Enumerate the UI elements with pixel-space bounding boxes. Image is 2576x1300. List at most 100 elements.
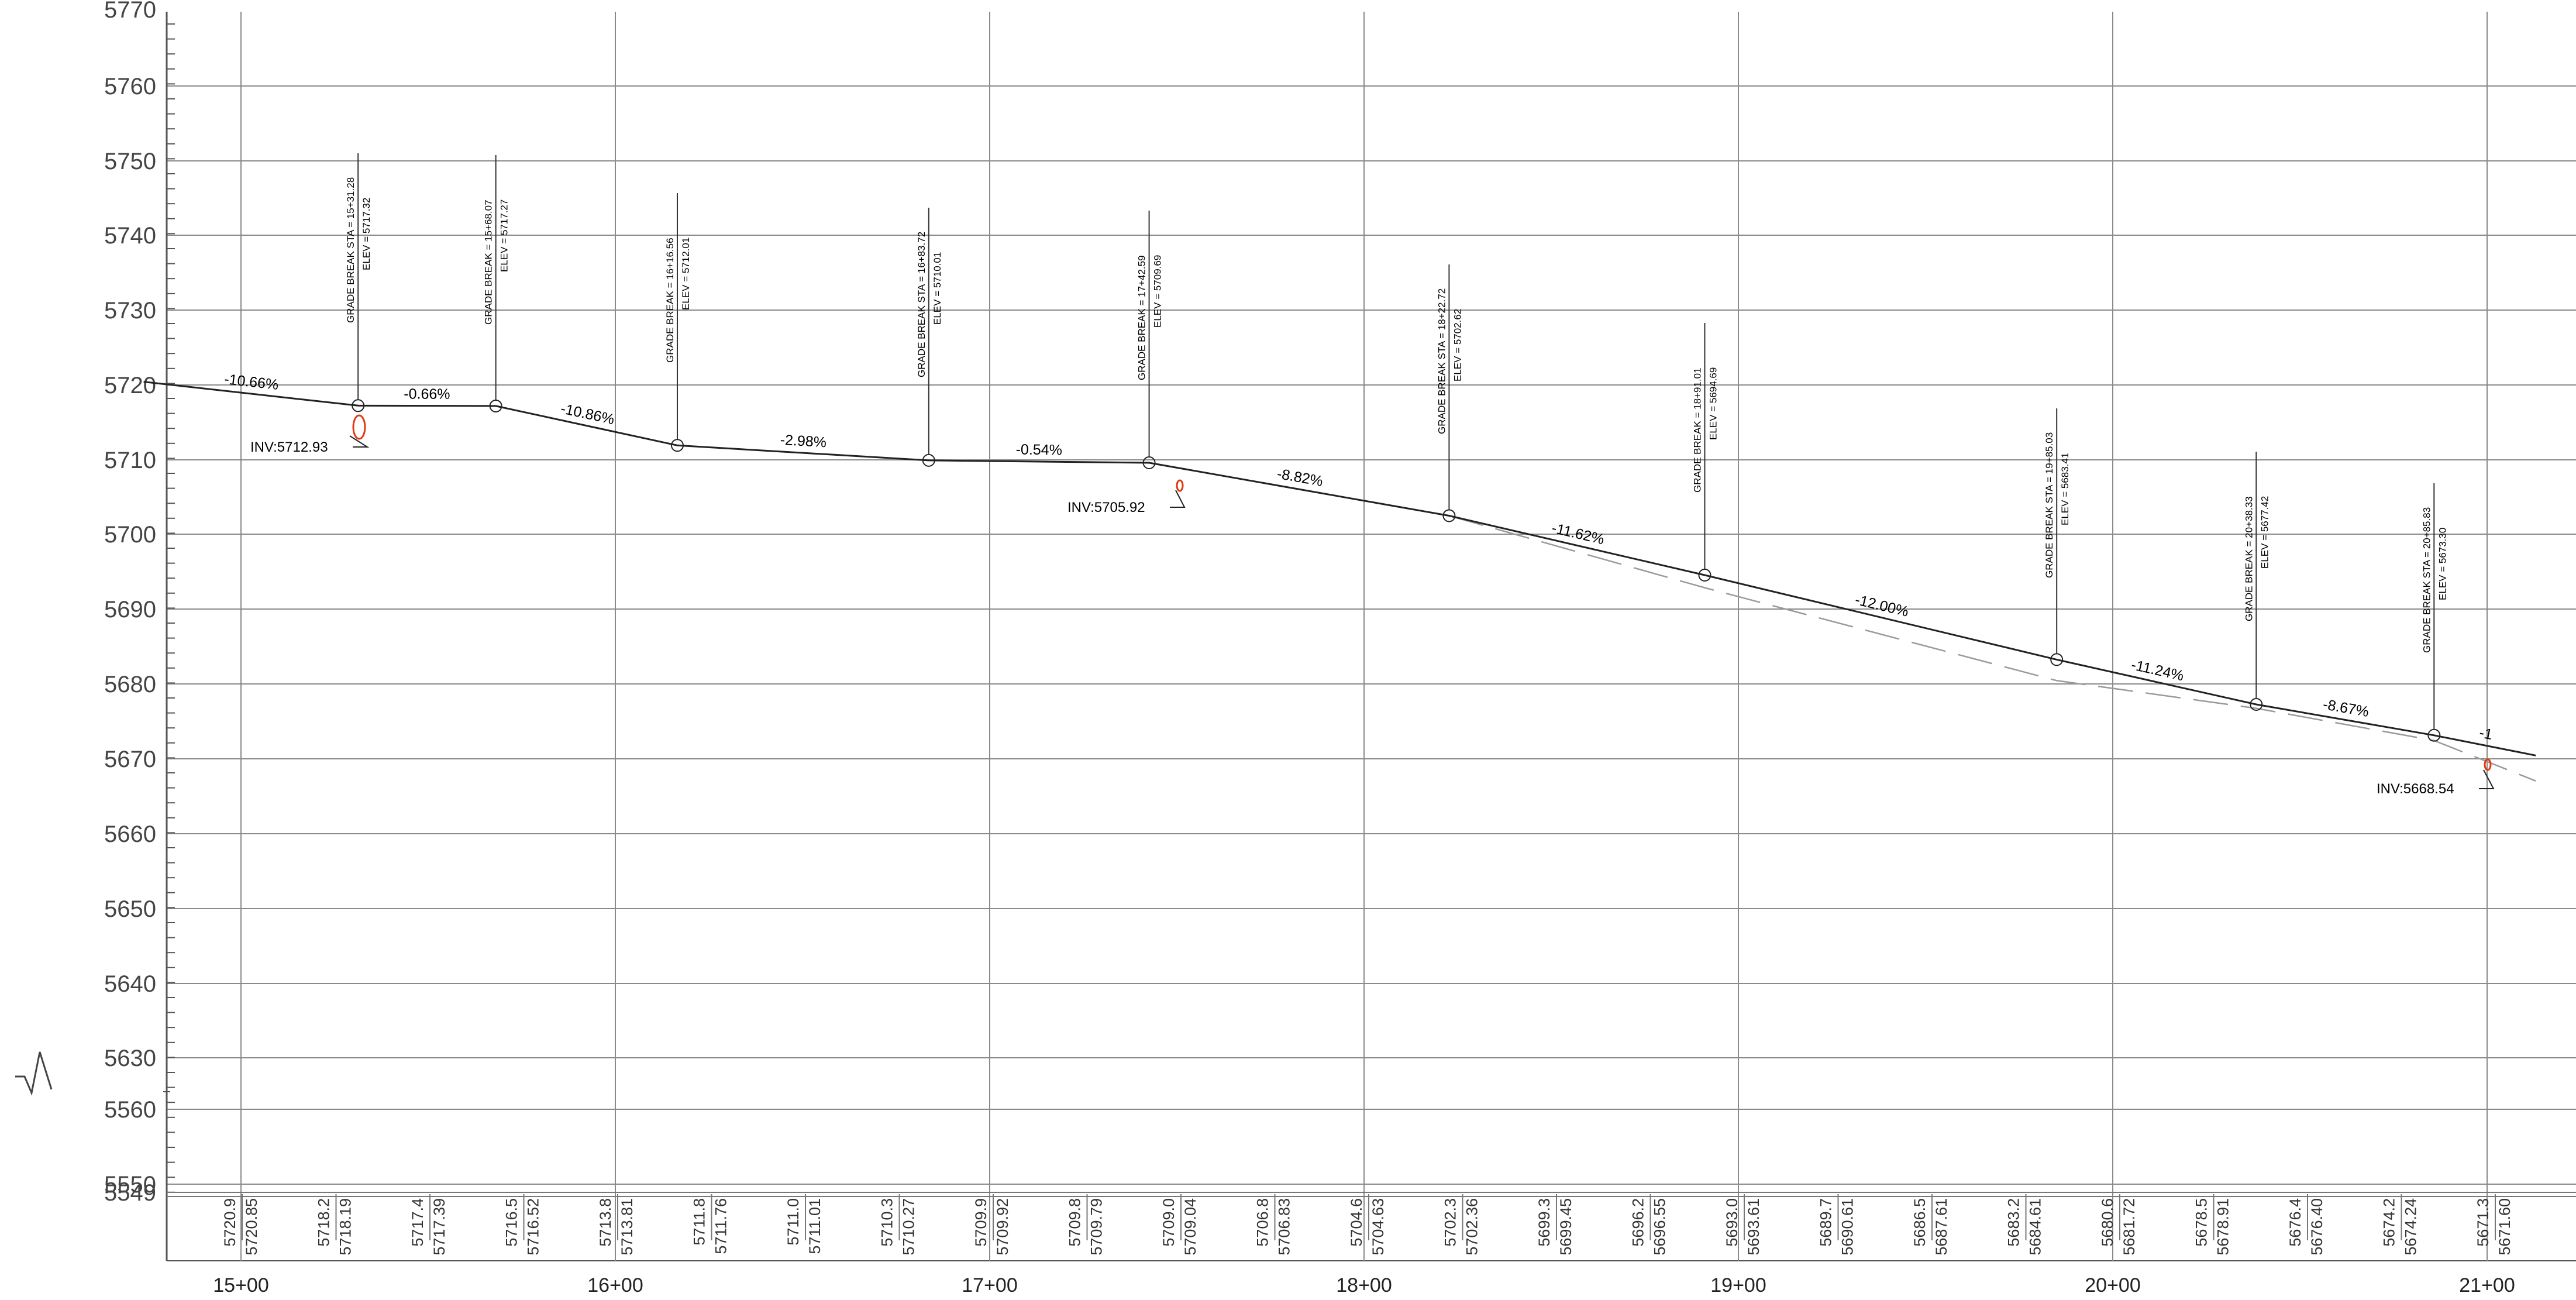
existing-ground-elevation: 5683.2 xyxy=(2005,1198,2023,1247)
grade-break-point xyxy=(670,439,684,452)
proposed-grade-elevation: 5709.04 xyxy=(1182,1198,1199,1256)
grade-percent-label: -1 xyxy=(2478,724,2494,743)
grade-break-point xyxy=(489,399,502,412)
grade-break-point xyxy=(2427,728,2441,742)
existing-ground-elevation: 5680.6 xyxy=(2099,1198,2116,1247)
existing-ground-elevation: 5686.5 xyxy=(1911,1198,1928,1247)
existing-ground-elevation: 5696.2 xyxy=(1630,1198,1647,1247)
elevation-label: 5549 xyxy=(104,1180,156,1206)
proposed-grade-elevation: 5699.45 xyxy=(1557,1198,1575,1256)
grade-break-elevation: ELEV = 5709.69 xyxy=(1152,255,1163,328)
station-label: 20+00 xyxy=(2085,1274,2141,1296)
existing-ground-elevation: 5717.4 xyxy=(409,1198,426,1247)
invert-label: INV:5705.92 xyxy=(1067,500,1145,515)
existing-ground-elevation: 5678.5 xyxy=(2193,1198,2210,1247)
grade-break-elevation: ELEV = 5702.62 xyxy=(1452,309,1463,381)
invert-label: INV:5712.93 xyxy=(250,439,328,455)
proposed-grade-elevation: 5696.55 xyxy=(1651,1198,1669,1256)
proposed-grade-elevation: 5709.92 xyxy=(994,1198,1011,1256)
elevation-label: 5720 xyxy=(104,373,156,398)
proposed-grade-elevation: 5704.63 xyxy=(1369,1198,1387,1256)
elevation-label: 5670 xyxy=(104,747,156,772)
station-label: 21+00 xyxy=(2459,1274,2515,1296)
grade-break-elevation: ELEV = 5712.01 xyxy=(680,238,691,310)
proposed-grade-elevation: 5693.61 xyxy=(1745,1198,1762,1256)
elevation-label: 5740 xyxy=(104,223,156,249)
elevation-label: 5730 xyxy=(104,298,156,324)
existing-ground-elevation: 5711.0 xyxy=(784,1198,802,1246)
grade-break-point xyxy=(1698,568,1711,582)
station-label: 15+00 xyxy=(213,1274,269,1296)
elevation-label: 5660 xyxy=(104,821,156,847)
existing-ground-elevation: 5702.3 xyxy=(1442,1198,1459,1247)
grade-break-station: GRADE BREAK STA = 19+85.03 xyxy=(2044,432,2055,578)
grade-break-station: GRADE BREAK STA = 16+83.72 xyxy=(916,232,927,377)
elevation-data-band: 5720.9 5718.2 5717.4 5716.5 5713.8 5711.8 5711… xyxy=(167,1192,2576,1256)
proposed-grade-elevation: 5711.01 xyxy=(806,1198,824,1254)
proposed-grade-elevation: 5718.19 xyxy=(337,1198,354,1256)
grade-break-elevation: ELEV = 5710.01 xyxy=(932,252,943,325)
elevation-label: 5690 xyxy=(104,597,156,623)
existing-ground-elevation: 5699.3 xyxy=(1535,1198,1553,1247)
grade-break-station: GRADE BREAK STA = 18+22.72 xyxy=(1436,288,1447,434)
proposed-grade-elevation: 5710.27 xyxy=(900,1198,918,1256)
station-label: 16+00 xyxy=(587,1274,643,1296)
elevation-axis-labels: 5760 5750 5740 5730 5720 5710 5700 5690 5680 5670… xyxy=(104,0,156,1206)
proposed-grade-elevation: 5720.85 xyxy=(243,1198,260,1256)
invert-marker xyxy=(2484,758,2492,771)
grade-break-point xyxy=(1142,456,1156,469)
existing-ground-elevation: 5671.3 xyxy=(2474,1198,2492,1247)
grade-break-station: GRADE BREAK STA = 15+31.28 xyxy=(345,177,356,323)
grade-break-point xyxy=(922,453,935,467)
invert-marker xyxy=(1176,479,1184,492)
existing-ground-elevation: 5709.0 xyxy=(1160,1198,1177,1247)
existing-ground-line xyxy=(1449,515,2536,782)
grade-break-point xyxy=(1442,509,1456,522)
grade-percent-label: -12.00% xyxy=(1854,591,1910,620)
grade-percent-label: -10.66% xyxy=(223,371,280,393)
proposed-grade-elevation: 5716.52 xyxy=(525,1198,542,1256)
existing-ground-dashed-line xyxy=(1449,515,2536,782)
grade-percent-label: -2.98% xyxy=(780,432,827,451)
grade-break-station: GRADE BREAK = 17+42.59 xyxy=(1137,255,1148,380)
grade-break-point xyxy=(2050,653,2064,666)
existing-ground-elevation: 5710.3 xyxy=(879,1198,896,1247)
existing-ground-elevation: 5716.5 xyxy=(503,1198,521,1247)
existing-ground-elevation: 5676.4 xyxy=(2286,1198,2304,1247)
proposed-grade-elevation: 5713.81 xyxy=(618,1198,636,1256)
grade-break-point xyxy=(2250,698,2263,711)
existing-ground-elevation: 5674.2 xyxy=(2381,1198,2398,1247)
elevation-label-top: 5770 xyxy=(104,0,156,23)
elevation-label: 5550 xyxy=(104,1172,156,1198)
axis-break-icon xyxy=(15,1051,53,1096)
invert-leader xyxy=(349,435,370,448)
proposed-grade-elevation: 5709.79 xyxy=(1088,1198,1106,1256)
grade-break-elevation: ELEV = 5694.69 xyxy=(1707,367,1719,440)
invert-callouts: INV:5712.93 INV:5705.92 INV:5668.54 xyxy=(250,414,2495,797)
proposed-grade-elevation: 5674.24 xyxy=(2402,1198,2420,1256)
grade-break-station: GRADE BREAK = 20+38.33 xyxy=(2243,496,2254,621)
station-label: 19+00 xyxy=(1710,1274,1766,1296)
elevation-label: 5700 xyxy=(104,522,156,548)
elevation-minor-ticks xyxy=(167,23,175,1193)
grade-percent-label: -11.62% xyxy=(1550,520,1606,548)
elevation-label: 5650 xyxy=(104,896,156,922)
grade-percent-label: -0.54% xyxy=(1016,441,1063,458)
grade-percent-label: -0.66% xyxy=(404,386,450,402)
grade-break-annotations: GRADE BREAK STA = 15+31.28 ELEV = 5717.32… xyxy=(345,153,2448,742)
invert-leader xyxy=(1170,490,1186,508)
grade-percent-label: -11.24% xyxy=(2130,656,2185,684)
grade-percent-labels: -10.66%-0.66%-10.86%-2.98% -0.54%-8.82%-1… xyxy=(223,371,2494,743)
elevation-label: 5750 xyxy=(104,149,156,174)
existing-ground-elevation: 5689.7 xyxy=(1817,1198,1835,1247)
elevation-label: 5630 xyxy=(104,1045,156,1071)
elevation-label: 5710 xyxy=(104,448,156,473)
grade-break-elevation: ELEV = 5717.32 xyxy=(361,198,372,270)
grade-break-elevation: ELEV = 5717.27 xyxy=(499,200,510,272)
elevation-label: 5760 xyxy=(104,74,156,99)
proposed-grade-elevation: 5717.39 xyxy=(431,1198,448,1256)
existing-ground-elevation: 5720.9 xyxy=(221,1198,239,1247)
profile-polyline xyxy=(143,381,2536,756)
proposed-profile-line xyxy=(143,381,2536,756)
proposed-grade-elevation: 5687.61 xyxy=(1933,1198,1950,1256)
